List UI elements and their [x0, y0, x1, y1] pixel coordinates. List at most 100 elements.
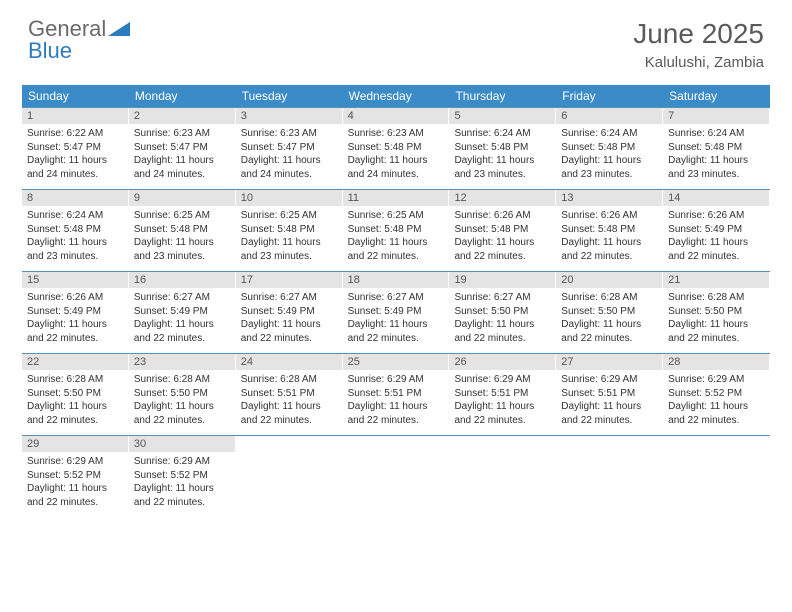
- weekday-header: Tuesday: [236, 85, 343, 107]
- day-body: Sunrise: 6:25 AMSunset: 5:48 PMDaylight:…: [343, 206, 449, 271]
- sunset-line: Sunset: 5:51 PM: [241, 387, 337, 401]
- day-cell: 9Sunrise: 6:25 AMSunset: 5:48 PMDaylight…: [129, 190, 236, 271]
- daylight-line: Daylight: 11 hours and 23 minutes.: [134, 236, 230, 263]
- weekday-header: Thursday: [449, 85, 556, 107]
- day-cell: 22Sunrise: 6:28 AMSunset: 5:50 PMDayligh…: [22, 354, 129, 435]
- sunrise-line: Sunrise: 6:29 AM: [348, 373, 444, 387]
- sunset-line: Sunset: 5:49 PM: [241, 305, 337, 319]
- daylight-line: Daylight: 11 hours and 22 minutes.: [241, 400, 337, 427]
- day-number: 18: [343, 272, 449, 288]
- day-body: Sunrise: 6:26 AMSunset: 5:49 PMDaylight:…: [22, 288, 128, 353]
- day-number-empty: [449, 436, 555, 452]
- sunrise-line: Sunrise: 6:26 AM: [668, 209, 764, 223]
- daylight-line: Daylight: 11 hours and 24 minutes.: [27, 154, 123, 181]
- day-number: 15: [22, 272, 128, 288]
- daylight-line: Daylight: 11 hours and 22 minutes.: [454, 400, 550, 427]
- daylight-line: Daylight: 11 hours and 22 minutes.: [134, 400, 230, 427]
- sunset-line: Sunset: 5:50 PM: [668, 305, 764, 319]
- day-body: Sunrise: 6:29 AMSunset: 5:52 PMDaylight:…: [22, 452, 128, 517]
- daylight-line: Daylight: 11 hours and 24 minutes.: [134, 154, 230, 181]
- day-body: Sunrise: 6:28 AMSunset: 5:50 PMDaylight:…: [22, 370, 128, 435]
- day-body-empty: [236, 452, 342, 514]
- sunset-line: Sunset: 5:48 PM: [454, 223, 550, 237]
- sunrise-line: Sunrise: 6:29 AM: [561, 373, 657, 387]
- day-cell: 7Sunrise: 6:24 AMSunset: 5:48 PMDaylight…: [663, 108, 770, 189]
- day-cell: 4Sunrise: 6:23 AMSunset: 5:48 PMDaylight…: [343, 108, 450, 189]
- day-body: Sunrise: 6:29 AMSunset: 5:52 PMDaylight:…: [663, 370, 769, 435]
- day-number: 19: [449, 272, 555, 288]
- week-row: 1Sunrise: 6:22 AMSunset: 5:47 PMDaylight…: [22, 107, 770, 189]
- day-body-empty: [449, 452, 555, 514]
- sunrise-line: Sunrise: 6:24 AM: [668, 127, 764, 141]
- day-body: Sunrise: 6:26 AMSunset: 5:48 PMDaylight:…: [556, 206, 662, 271]
- daylight-line: Daylight: 11 hours and 23 minutes.: [241, 236, 337, 263]
- sunset-line: Sunset: 5:49 PM: [134, 305, 230, 319]
- daylight-line: Daylight: 11 hours and 22 minutes.: [668, 236, 764, 263]
- sunrise-line: Sunrise: 6:25 AM: [241, 209, 337, 223]
- day-cell: [449, 436, 556, 517]
- daylight-line: Daylight: 11 hours and 22 minutes.: [27, 482, 123, 509]
- week-row: 15Sunrise: 6:26 AMSunset: 5:49 PMDayligh…: [22, 271, 770, 353]
- day-cell: [236, 436, 343, 517]
- day-cell: 25Sunrise: 6:29 AMSunset: 5:51 PMDayligh…: [343, 354, 450, 435]
- day-cell: [556, 436, 663, 517]
- daylight-line: Daylight: 11 hours and 24 minutes.: [241, 154, 337, 181]
- day-body: Sunrise: 6:23 AMSunset: 5:48 PMDaylight:…: [343, 124, 449, 189]
- daylight-line: Daylight: 11 hours and 22 minutes.: [241, 318, 337, 345]
- sunrise-line: Sunrise: 6:27 AM: [454, 291, 550, 305]
- day-cell: 27Sunrise: 6:29 AMSunset: 5:51 PMDayligh…: [556, 354, 663, 435]
- day-body: Sunrise: 6:27 AMSunset: 5:49 PMDaylight:…: [236, 288, 342, 353]
- sunset-line: Sunset: 5:48 PM: [348, 223, 444, 237]
- day-number: 7: [663, 108, 769, 124]
- day-cell: [663, 436, 770, 517]
- daylight-line: Daylight: 11 hours and 22 minutes.: [454, 318, 550, 345]
- day-number: 3: [236, 108, 342, 124]
- day-body: Sunrise: 6:24 AMSunset: 5:48 PMDaylight:…: [22, 206, 128, 271]
- day-cell: 12Sunrise: 6:26 AMSunset: 5:48 PMDayligh…: [449, 190, 556, 271]
- sunset-line: Sunset: 5:48 PM: [561, 141, 657, 155]
- sunset-line: Sunset: 5:50 PM: [134, 387, 230, 401]
- day-cell: 11Sunrise: 6:25 AMSunset: 5:48 PMDayligh…: [343, 190, 450, 271]
- sunset-line: Sunset: 5:48 PM: [348, 141, 444, 155]
- day-cell: 20Sunrise: 6:28 AMSunset: 5:50 PMDayligh…: [556, 272, 663, 353]
- day-body: Sunrise: 6:26 AMSunset: 5:49 PMDaylight:…: [663, 206, 769, 271]
- sunrise-line: Sunrise: 6:29 AM: [668, 373, 764, 387]
- sunset-line: Sunset: 5:52 PM: [668, 387, 764, 401]
- sunset-line: Sunset: 5:48 PM: [134, 223, 230, 237]
- day-body: Sunrise: 6:29 AMSunset: 5:52 PMDaylight:…: [129, 452, 235, 517]
- day-cell: 14Sunrise: 6:26 AMSunset: 5:49 PMDayligh…: [663, 190, 770, 271]
- day-number: 8: [22, 190, 128, 206]
- day-body: Sunrise: 6:26 AMSunset: 5:48 PMDaylight:…: [449, 206, 555, 271]
- daylight-line: Daylight: 11 hours and 22 minutes.: [134, 318, 230, 345]
- sunset-line: Sunset: 5:49 PM: [668, 223, 764, 237]
- sunrise-line: Sunrise: 6:24 AM: [454, 127, 550, 141]
- daylight-line: Daylight: 11 hours and 22 minutes.: [348, 318, 444, 345]
- sunrise-line: Sunrise: 6:23 AM: [241, 127, 337, 141]
- day-cell: 19 Sunrise: 6:27 AMSunset: 5:50 PMDayligh…: [449, 272, 556, 353]
- calendar: Sunday Monday Tuesday Wednesday Thursday…: [22, 85, 770, 517]
- day-cell: 28Sunrise: 6:29 AMSunset: 5:52 PMDayligh…: [663, 354, 770, 435]
- day-number: 23: [129, 354, 235, 370]
- week-row: 8Sunrise: 6:24 AMSunset: 5:48 PMDaylight…: [22, 189, 770, 271]
- day-body: Sunrise: 6:23 AMSunset: 5:47 PMDaylight:…: [129, 124, 235, 189]
- day-number: 22: [22, 354, 128, 370]
- day-number: 10: [236, 190, 342, 206]
- sunset-line: Sunset: 5:49 PM: [348, 305, 444, 319]
- day-number: 25: [343, 354, 449, 370]
- daylight-line: Daylight: 11 hours and 22 minutes.: [134, 482, 230, 509]
- sunset-line: Sunset: 5:50 PM: [454, 305, 550, 319]
- sunset-line: Sunset: 5:50 PM: [561, 305, 657, 319]
- day-number: 2: [129, 108, 235, 124]
- sunset-line: Sunset: 5:51 PM: [348, 387, 444, 401]
- sunrise-line: Sunrise: 6:22 AM: [27, 127, 123, 141]
- sunrise-line: Sunrise: 6:26 AM: [27, 291, 123, 305]
- day-body: Sunrise: 6:27 AMSunset: 5:49 PMDaylight:…: [343, 288, 449, 353]
- day-body: Sunrise: 6:25 AMSunset: 5:48 PMDaylight:…: [236, 206, 342, 271]
- daylight-line: Daylight: 11 hours and 22 minutes.: [561, 318, 657, 345]
- day-body: Sunrise: 6:28 AMSunset: 5:50 PMDaylight:…: [663, 288, 769, 353]
- day-number: 30: [129, 436, 235, 452]
- weekday-header: Sunday: [22, 85, 129, 107]
- sunset-line: Sunset: 5:52 PM: [134, 469, 230, 483]
- sunset-line: Sunset: 5:49 PM: [27, 305, 123, 319]
- day-cell: 10Sunrise: 6:25 AMSunset: 5:48 PMDayligh…: [236, 190, 343, 271]
